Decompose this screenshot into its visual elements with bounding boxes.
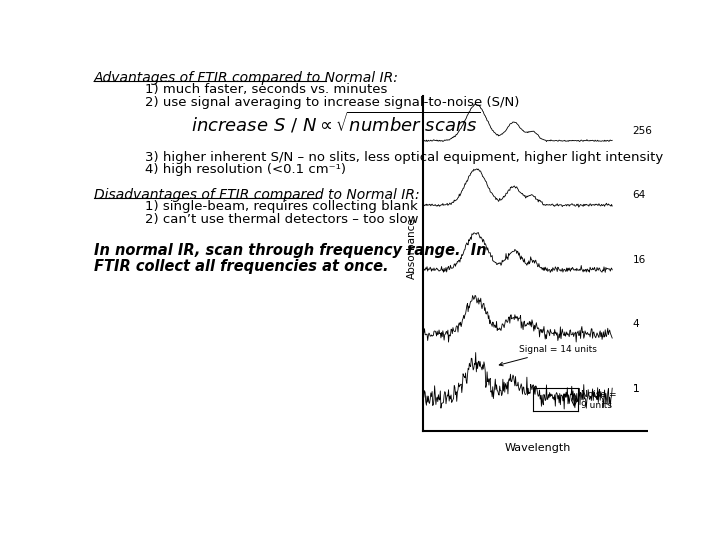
Text: 4) high resolution (<0.1 cm⁻¹): 4) high resolution (<0.1 cm⁻¹): [94, 164, 346, 177]
Text: 2) can’t use thermal detectors – too slow: 2) can’t use thermal detectors – too slo…: [94, 213, 418, 226]
Text: $\mathit{increase\ S\ /\ N} \propto \sqrt{\mathit{number\ scans}}$: $\mathit{increase\ S\ /\ N} \propto \sqr…: [191, 110, 480, 135]
Text: 1: 1: [632, 384, 639, 394]
Text: 16: 16: [632, 255, 646, 265]
Text: Disadvantages of FTIR compared to Normal IR:: Disadvantages of FTIR compared to Normal…: [94, 188, 420, 202]
Text: 1) single-beam, requires collecting blank: 1) single-beam, requires collecting blan…: [94, 200, 418, 213]
Text: Noise =
9 units: Noise = 9 units: [581, 390, 617, 409]
Text: Wavelength: Wavelength: [505, 443, 571, 453]
Text: 2) use signal averaging to increase signal-to-noise (S/N): 2) use signal averaging to increase sign…: [94, 96, 519, 109]
Text: 1) much faster, seconds vs. minutes: 1) much faster, seconds vs. minutes: [94, 83, 387, 96]
Text: Signal = 14 units: Signal = 14 units: [499, 345, 597, 366]
Text: Absorbance: Absorbance: [407, 217, 417, 279]
Text: 1: 1: [632, 384, 639, 394]
Text: In normal IR, scan through frequency range.  In: In normal IR, scan through frequency ran…: [94, 244, 487, 259]
Text: 64: 64: [632, 191, 646, 200]
Text: FTIR collect all frequencies at once.: FTIR collect all frequencies at once.: [94, 259, 388, 274]
Text: Advantages of FTIR compared to Normal IR:: Advantages of FTIR compared to Normal IR…: [94, 71, 399, 85]
Text: 4: 4: [632, 319, 639, 329]
Text: 3) higher inherent S/N – no slits, less optical equipment, higher light intensit: 3) higher inherent S/N – no slits, less …: [94, 151, 663, 164]
Text: 256: 256: [632, 126, 652, 136]
